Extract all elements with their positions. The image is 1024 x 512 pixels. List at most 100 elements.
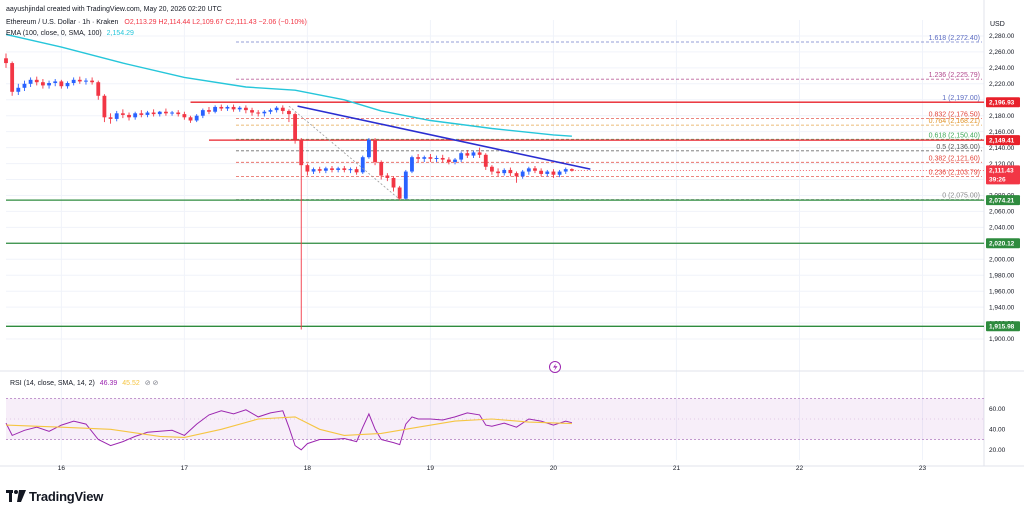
candle-body [520,171,525,177]
last-price-tag [986,165,1020,185]
header-ema-label: EMA (100, close, 0, SMA, 100) [6,30,102,37]
level-price-tag [986,135,1020,146]
candle-body [176,112,181,115]
candle-body [465,153,470,156]
candle-body [16,87,21,92]
price-axis[interactable]: 2,280.002,260.002,240.002,220.002,200.00… [571,33,1020,454]
candle-body [145,112,150,115]
candle-body [90,80,95,83]
candle-body [34,79,39,83]
candle-body [256,112,261,114]
candle-body [440,157,445,160]
candle-body [53,81,58,84]
price-axis-tick-label: 2,280.00 [989,33,1015,40]
last-price-tag-label: 2,111.43 [989,168,1014,175]
candle-body [428,157,433,159]
time-axis-tick-label: 17 [181,465,189,472]
candle-body [545,171,550,174]
last-price-countdown: 39:26 [989,176,1006,183]
candle-body [526,168,531,172]
candle-body [65,83,70,87]
candle-body [77,79,82,82]
fib-level-label: 0.5 (2,136.00) [936,144,980,151]
level-price-tag-label: 2,196.93 [989,100,1015,107]
level-price-tag-label: 2,074.21 [989,197,1015,204]
price-axis-tick-label: 2,000.00 [989,256,1015,263]
fib-level-label: 0.236 (2,103.79) [929,170,980,177]
candle-body [379,161,384,176]
header-symbol-ohlc: Ethereum / U.S. Dollar · 1h · Kraken O2,… [6,19,307,26]
candle-body [508,169,513,174]
candle-body [446,159,451,162]
rsi-panel [5,398,984,451]
candle-body [182,114,187,118]
candle-body [330,168,334,170]
candle-body [539,170,544,174]
time-axis[interactable]: 16 17 18 19 20 21 22 23 [58,465,927,472]
candle-body [354,169,359,173]
candle-body [366,139,371,158]
level-price-tag [986,321,1020,332]
tradingview-logo[interactable]: TradingView [6,486,103,506]
fib-level-label: 0.382 (2,121.60) [929,155,980,162]
candle-body [483,154,488,167]
candle-body [471,152,476,156]
candle-body [170,112,174,114]
candle-body [280,107,285,111]
rsi-title: RSI (14, close, SMA, 14, 2) [10,380,95,387]
candle-body [397,187,402,199]
candle-body [422,157,427,159]
time-axis-tick-label: 20 [550,465,558,472]
price-axis-tick-label: 2,160.00 [989,129,1015,136]
candle-body [127,114,131,118]
fib-level-label: 0.832 (2,176.50) [929,112,980,119]
candle-body [28,79,33,84]
candle-body [262,111,267,114]
fib-level-label: 1.236 (2,225.79) [929,72,980,79]
level-price-tag-label: 1,915.98 [989,324,1015,331]
price-axis-tick-label: 2,240.00 [989,65,1015,72]
candle-body [391,177,396,188]
candle-body [237,107,242,110]
candle-body [71,79,76,84]
replay-bolt-icon[interactable] [549,361,561,373]
candle-body [10,63,15,92]
fib-level-label: 0.764 (2,168.21) [929,118,980,125]
rsi-value: 46.39 [100,380,118,387]
rsi-axis-tick-label: 40.00 [989,426,1006,433]
fib-level-label: 0.618 (2,150.40) [929,132,980,139]
fib-anchor-line [288,105,400,200]
rsi-legend-icons: ⊘ ⊘ [145,380,159,387]
level-price-tag [986,195,1020,206]
tradingview-logo-icon [6,490,26,502]
price-axis-tick-label: 2,260.00 [989,49,1015,56]
tradingview-brand-text: TradingView [29,488,104,504]
candle-body [557,171,562,175]
candle-body [225,106,230,109]
candle-body [311,169,316,172]
time-axis-tick-label: 16 [58,465,66,472]
level-price-tag-label: 2,020.12 [989,241,1015,248]
price-axis-tick-label: 1,940.00 [989,304,1015,311]
candle-body [477,152,482,155]
candle-body [299,139,304,166]
candle-body [416,157,421,159]
level-price-tag [986,97,1020,108]
candle-body [569,169,574,171]
price-axis-tick-label: 2,220.00 [989,81,1015,88]
candle-body [243,107,248,111]
header-credit: aayushjindal created with TradingView.co… [6,6,222,13]
candle-body [250,110,254,113]
candle-body [188,117,193,121]
candle-body [563,169,568,172]
candle-body [157,111,162,115]
candle-body [305,165,310,172]
candle-body [4,58,8,64]
candle-body [342,168,347,170]
candle-body [317,169,322,171]
candle-body [213,106,218,112]
candle-body [514,173,519,177]
price-axis-tick-label: 1,980.00 [989,272,1015,279]
candle-body [194,115,199,121]
